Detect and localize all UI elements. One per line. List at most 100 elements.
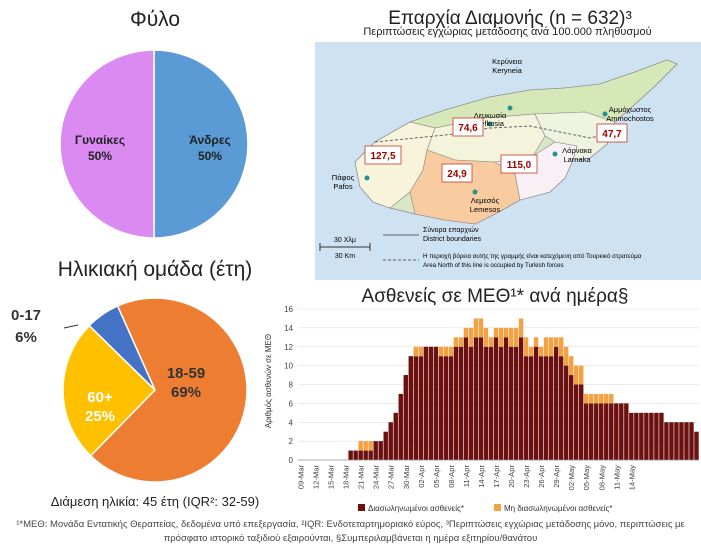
legend-boundaries-en: District boundaries — [423, 236, 481, 243]
icu-bar-non-intubated — [443, 346, 449, 357]
icu-y-tick: 6 — [289, 399, 294, 408]
larnaka-label-en: Larnaka — [563, 155, 591, 164]
icu-bar-intubated — [679, 422, 684, 460]
icu-bar-intubated — [694, 431, 699, 460]
icu-bar-non-intubated — [453, 337, 459, 347]
icu-bar-intubated — [609, 403, 614, 460]
age-label: 18-59 — [167, 365, 205, 382]
larnaka-dot — [552, 151, 558, 157]
icu-x-tick: 27-Mar — [387, 465, 396, 490]
icu-bar-intubated — [654, 412, 659, 460]
gender-pct: 50% — [198, 149, 222, 163]
age-0-17-outside-label: 0-17 — [11, 307, 41, 324]
scale-bar: 30 Χλμ 30 Km — [319, 237, 371, 260]
icu-bar-chart: 0 2 4 6 8 10 12 14 16 09-Mar 12-Mar 15-Mar 18-Mar 21-… — [264, 305, 699, 513]
icu-bar-intubated — [428, 346, 434, 460]
icu-bar-non-intubated — [568, 356, 574, 376]
icu-bar-intubated — [508, 346, 514, 460]
icu-bar-non-intubated — [478, 318, 484, 338]
icu-bar-non-intubated — [548, 337, 554, 357]
icu-bar-non-intubated — [483, 327, 489, 347]
icu-bar-intubated — [579, 384, 584, 460]
icu-bar-non-intubated — [488, 337, 494, 347]
icu-x-tick: 29-Apr — [552, 465, 561, 488]
icu-bar-non-intubated — [418, 346, 424, 357]
icu-bar-intubated — [589, 403, 594, 460]
pafos-rate-box: 127,5 — [364, 145, 402, 165]
pafos-label-en: Pafos — [333, 182, 352, 191]
icu-bar-intubated — [669, 422, 674, 460]
icu-bar-intubated — [584, 403, 589, 460]
lefkosia-label-gr: Λευκωσία — [474, 111, 507, 120]
ammochostos-rate-box: 47,7 — [596, 123, 628, 143]
scale-label-en: 30 Km — [335, 253, 355, 260]
icu-bar-intubated — [373, 441, 378, 460]
map-title: Επαρχία Διαμονής (n = 632)³ — [388, 8, 632, 29]
icu-bar-intubated — [478, 337, 484, 460]
ammochostos-label-en: Ammochostos — [606, 114, 654, 123]
icu-bar-intubated — [558, 356, 564, 460]
icu-x-tick: 30-Mar — [402, 465, 411, 490]
icu-bar-non-intubated — [523, 337, 529, 357]
age-pct: 69% — [171, 384, 201, 401]
icu-x-tick: 09-Mar — [297, 465, 306, 490]
legend-swatch-intubated — [358, 504, 365, 511]
icu-bar-intubated — [358, 450, 363, 460]
icu-bar-intubated — [393, 412, 398, 460]
gender-pct: 50% — [88, 149, 112, 163]
gender-pie-chart: Άνδρες 50% Γυναίκες 50% — [59, 49, 249, 239]
icu-bar-intubated — [624, 403, 629, 460]
icu-x-tick: 23-Apr — [522, 465, 531, 488]
legend-swatch-non-intubated — [494, 504, 501, 511]
map-legend: Σύνορα επαρχιών District boundaries Η πε… — [383, 226, 642, 269]
icu-bar-intubated — [528, 356, 534, 460]
lemesos-label-gr: Λεμεσός — [471, 196, 500, 205]
icu-bar-non-intubated — [579, 365, 584, 385]
lemesos-dot — [472, 189, 478, 195]
icu-bar-intubated — [543, 356, 549, 460]
larnaka-rate: 115,0 — [507, 160, 532, 171]
icu-bar-intubated — [629, 412, 634, 460]
icu-bar-non-intubated — [498, 327, 504, 347]
icu-bar-intubated — [538, 356, 544, 460]
icu-bar-non-intubated — [508, 327, 514, 347]
icu-bar-non-intubated — [543, 337, 549, 357]
icu-x-tick: 17-Apr — [492, 465, 501, 488]
icu-bar-intubated — [619, 403, 624, 460]
icu-bar-intubated — [448, 356, 454, 460]
icu-x-tick: 24-Mar — [372, 465, 381, 490]
icu-y-tick: 12 — [284, 343, 293, 352]
icu-bar-intubated — [548, 356, 554, 460]
icu-bar-intubated — [649, 412, 654, 460]
gender-chart-title: Φύλο — [129, 8, 181, 31]
icu-bar-intubated — [368, 450, 373, 460]
median-age-text: Διάμεση ηλικία: 45 έτη (IQR²: 32-59) — [50, 494, 260, 509]
legend-label-intubated: Διασωληνωμένοι ασθενείς* — [368, 504, 464, 513]
scale-label-gr: 30 Χλμ — [334, 237, 356, 244]
icu-bar-intubated — [573, 384, 579, 460]
icu-x-tick: 05-May — [582, 465, 591, 491]
icu-bar-intubated — [363, 450, 368, 460]
icu-bar-intubated — [568, 375, 574, 460]
icu-bar-non-intubated — [553, 337, 559, 347]
age-slice-0-17 — [88, 304, 156, 391]
icu-x-tick: 12-Mar — [312, 465, 321, 490]
larnaka-rate-box: 115,0 — [500, 154, 538, 174]
age-label: 60+ — [87, 389, 113, 406]
icu-legend: Διασωληνωμένοι ασθενείς* Μη διασωληνωμέν… — [358, 504, 612, 513]
icu-bar-intubated — [664, 422, 669, 460]
icu-bar-intubated — [553, 346, 559, 460]
age-0-17-outside-pct: 6% — [15, 329, 37, 346]
icu-x-tick: 14-May — [627, 465, 636, 491]
larnaka-label-gr: Λάρνακα — [562, 146, 592, 155]
icu-bar-intubated — [453, 346, 459, 460]
icu-bar-non-intubated — [513, 327, 519, 347]
icu-bar-non-intubated — [538, 346, 544, 357]
icu-bar-intubated — [639, 412, 644, 460]
icu-x-tick: 08-May — [597, 465, 606, 491]
gender-slice-άνδρες — [153, 49, 249, 239]
ammochostos-rate: 47,7 — [602, 129, 622, 140]
ammochostos-label-gr: Αμμόχωστος — [609, 105, 652, 114]
cyprus-map: Κερύνεια Keryneia Λευκωσία Lefkosia Αμμό… — [315, 42, 701, 280]
icu-y-tick: 10 — [284, 362, 293, 371]
